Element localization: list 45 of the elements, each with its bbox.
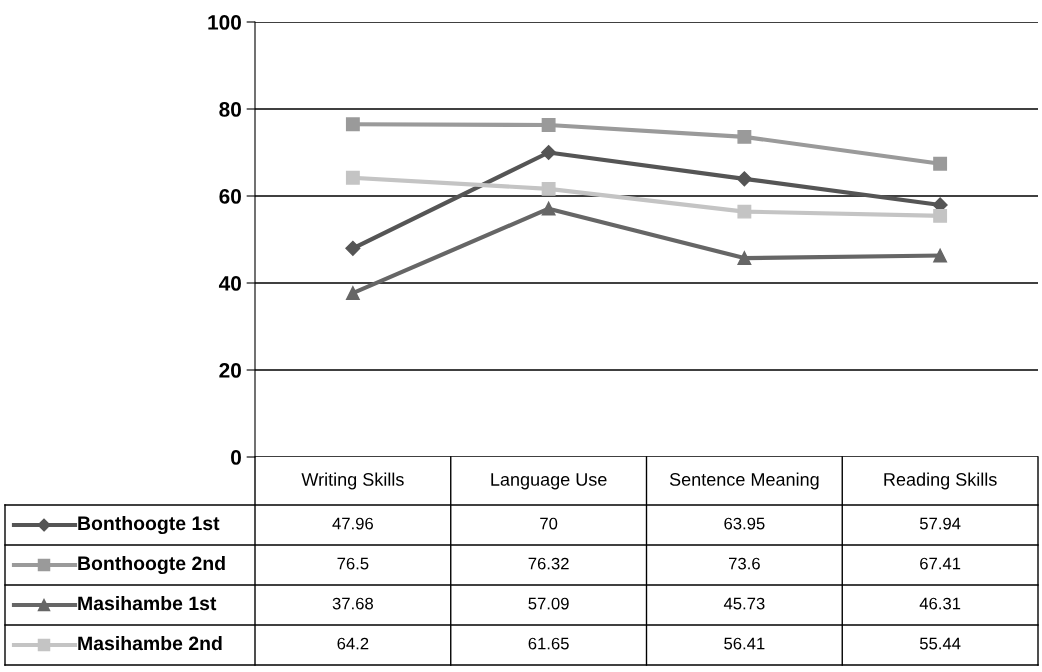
y-tick-label: 0 (231, 450, 241, 465)
y-tick-label: 40 (218, 276, 241, 291)
data-label: 56.41 (724, 637, 765, 650)
data-label: 55.44 (919, 637, 961, 650)
legend-label: Masihambe 1st (78, 595, 217, 611)
data-label: 76.32 (528, 557, 569, 570)
x-tick-label: Writing Skills (301, 472, 404, 490)
point (933, 248, 948, 263)
data-label: 70 (540, 517, 558, 530)
y-tick-label: 20 (219, 363, 241, 378)
point (541, 118, 556, 132)
point (541, 144, 557, 161)
point (345, 170, 360, 185)
data-label: 45.73 (723, 597, 765, 610)
legend-label: Bonthoogte 2nd (78, 555, 225, 575)
y-tick-label: 100 (208, 15, 241, 30)
data-label: 57.09 (528, 597, 569, 610)
data-label: 67.41 (920, 557, 961, 570)
data-label: 73.6 (729, 557, 760, 570)
data-label: 57.94 (919, 517, 961, 530)
data-label: 76.5 (337, 557, 369, 570)
legend-label: Bonthoogte 1st (78, 515, 220, 535)
data-label: 61.65 (528, 637, 569, 650)
point (933, 156, 948, 171)
point (345, 117, 360, 132)
point (541, 181, 556, 196)
point (345, 240, 361, 256)
point (933, 208, 948, 223)
y-tick-label: 80 (219, 102, 241, 117)
y-tick-label: 60 (219, 189, 241, 204)
data-label: 37.68 (332, 597, 374, 610)
point (345, 286, 360, 301)
data-label: 64.2 (337, 637, 369, 650)
data-label: 63.95 (724, 517, 765, 530)
point (541, 201, 556, 216)
point (737, 204, 752, 219)
point (736, 171, 752, 187)
point (737, 129, 752, 144)
legend-label: Masihambe 2nd (78, 635, 222, 651)
x-tick-label: Language Use (491, 473, 607, 490)
data-label: 47.96 (332, 517, 373, 530)
x-tick-label: Reading Skills (884, 472, 997, 490)
point (737, 251, 752, 266)
data-label: 46.31 (919, 597, 961, 610)
x-tick-label: Sentence Meaning (669, 472, 819, 490)
